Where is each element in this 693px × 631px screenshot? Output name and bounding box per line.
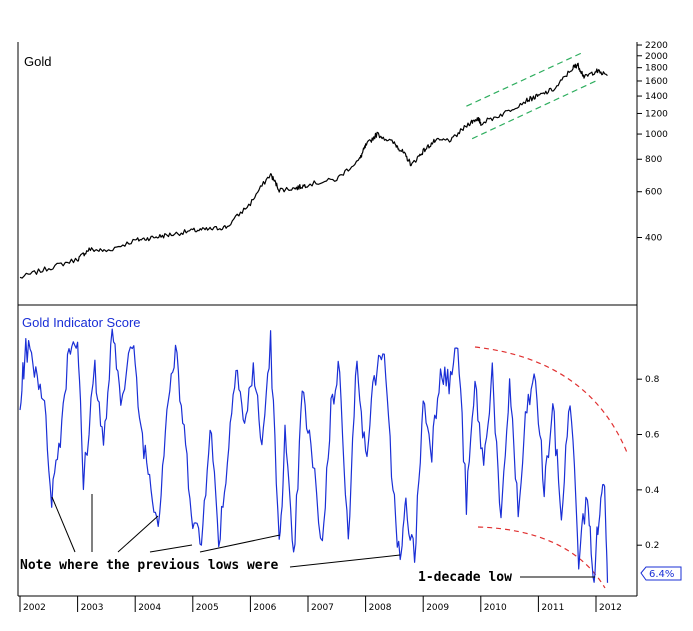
low-pointer-line (117, 515, 159, 553)
channel-lower-line (471, 79, 600, 140)
gold-ytick-label: 800 (645, 155, 662, 165)
year-label: 2008 (369, 603, 392, 613)
trend-channel (466, 52, 600, 140)
gold-panel-title: Gold (24, 54, 51, 69)
current-value-text: 6.4% (649, 569, 674, 580)
previous-lows-note: Note where the previous lows were (20, 558, 278, 573)
year-label: 2002 (23, 603, 46, 613)
gold-ytick-label: 2000 (645, 52, 668, 62)
upper-boundary-arc (474, 346, 629, 456)
lower-boundary-arc (477, 526, 606, 589)
year-label: 2010 (484, 603, 507, 613)
current-value-badge (640, 566, 682, 581)
channel-upper-line (466, 52, 582, 107)
year-axis: 2002 2003 2004 2005 2006 2007 2008 2009 2010 2011… (19, 596, 622, 613)
gold-ytick-label: 2200 (645, 41, 668, 51)
year-label: 2006 (253, 603, 276, 613)
year-label: 2007 (311, 603, 334, 613)
year-label: 2009 (426, 603, 449, 613)
gold-ytick-label: 1000 (645, 130, 668, 140)
low-pointer-line (51, 496, 76, 553)
year-label: 2003 (81, 603, 104, 613)
indicator-ytick-label: 0.2 (645, 541, 659, 551)
year-label: 2012 (599, 603, 622, 613)
year-label: 2005 (196, 603, 219, 613)
low-pointer-line (199, 534, 281, 553)
indicator-yaxis: 0.2 0.4 0.6 0.8 (637, 375, 660, 551)
gold-ytick-label: 1800 (645, 64, 668, 74)
indicator-ytick-label: 0.4 (645, 486, 660, 496)
gold-ytick-label: 600 (645, 188, 662, 198)
gold-ytick-label: 1600 (645, 77, 668, 87)
low-pointer-line (289, 554, 401, 568)
low-pointer-line (149, 544, 193, 553)
gold-ytick-label: 1400 (645, 92, 668, 102)
year-label: 2011 (541, 603, 564, 613)
indicator-ytick-label: 0.6 (645, 431, 660, 441)
previous-lows-pointers (51, 494, 401, 568)
gold-ytick-label: 400 (645, 234, 662, 244)
gold-ytick-label: 1200 (645, 109, 668, 119)
narrowing-range-arcs (474, 346, 629, 589)
indicator-panel-title: Gold Indicator Score (22, 315, 141, 330)
gold-price-line (19, 62, 608, 279)
year-label: 2004 (138, 603, 161, 613)
indicator-ytick-label: 0.8 (645, 375, 660, 385)
decade-low-label: 1-decade low (418, 570, 512, 585)
indicator-score-line (19, 328, 609, 583)
